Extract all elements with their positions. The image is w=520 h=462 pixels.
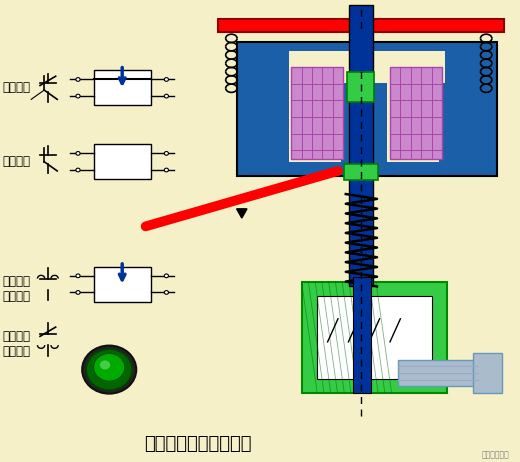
Text: 延时断开
常开触头: 延时断开 常开触头 bbox=[3, 275, 31, 303]
Text: 延时闭合
常闭触头: 延时闭合 常闭触头 bbox=[3, 330, 31, 358]
Circle shape bbox=[76, 291, 80, 294]
Bar bbox=[94, 70, 151, 105]
Bar bbox=[349, 5, 373, 286]
Bar bbox=[398, 360, 491, 386]
Circle shape bbox=[76, 94, 80, 98]
Bar bbox=[317, 296, 432, 379]
Circle shape bbox=[164, 168, 168, 172]
Bar bbox=[94, 144, 151, 179]
Circle shape bbox=[100, 360, 110, 370]
Circle shape bbox=[82, 346, 136, 394]
Text: 断电延时型时间继电器: 断电延时型时间继电器 bbox=[144, 435, 251, 452]
Bar bbox=[390, 67, 442, 159]
Bar bbox=[344, 164, 378, 180]
Circle shape bbox=[76, 168, 80, 172]
Circle shape bbox=[164, 78, 168, 81]
Circle shape bbox=[164, 152, 168, 155]
Bar bbox=[291, 67, 343, 159]
Text: 精品课程专用: 精品课程专用 bbox=[482, 450, 510, 460]
Bar bbox=[237, 42, 497, 176]
Bar bbox=[387, 60, 439, 162]
Circle shape bbox=[86, 349, 132, 390]
Bar bbox=[218, 19, 504, 32]
Circle shape bbox=[164, 274, 168, 278]
Circle shape bbox=[94, 353, 125, 381]
Bar bbox=[302, 282, 447, 393]
Polygon shape bbox=[237, 209, 247, 218]
Bar bbox=[289, 51, 445, 83]
Circle shape bbox=[164, 94, 168, 98]
Bar bbox=[473, 353, 502, 393]
Circle shape bbox=[76, 152, 80, 155]
Circle shape bbox=[164, 291, 168, 294]
Text: 瞬动常开: 瞬动常开 bbox=[3, 155, 31, 168]
Bar bbox=[347, 72, 374, 102]
Circle shape bbox=[76, 78, 80, 81]
Bar bbox=[353, 277, 371, 393]
Bar bbox=[94, 267, 151, 302]
Circle shape bbox=[76, 274, 80, 278]
Bar bbox=[289, 60, 341, 162]
Text: 瞬动常闭: 瞬动常闭 bbox=[3, 81, 31, 94]
